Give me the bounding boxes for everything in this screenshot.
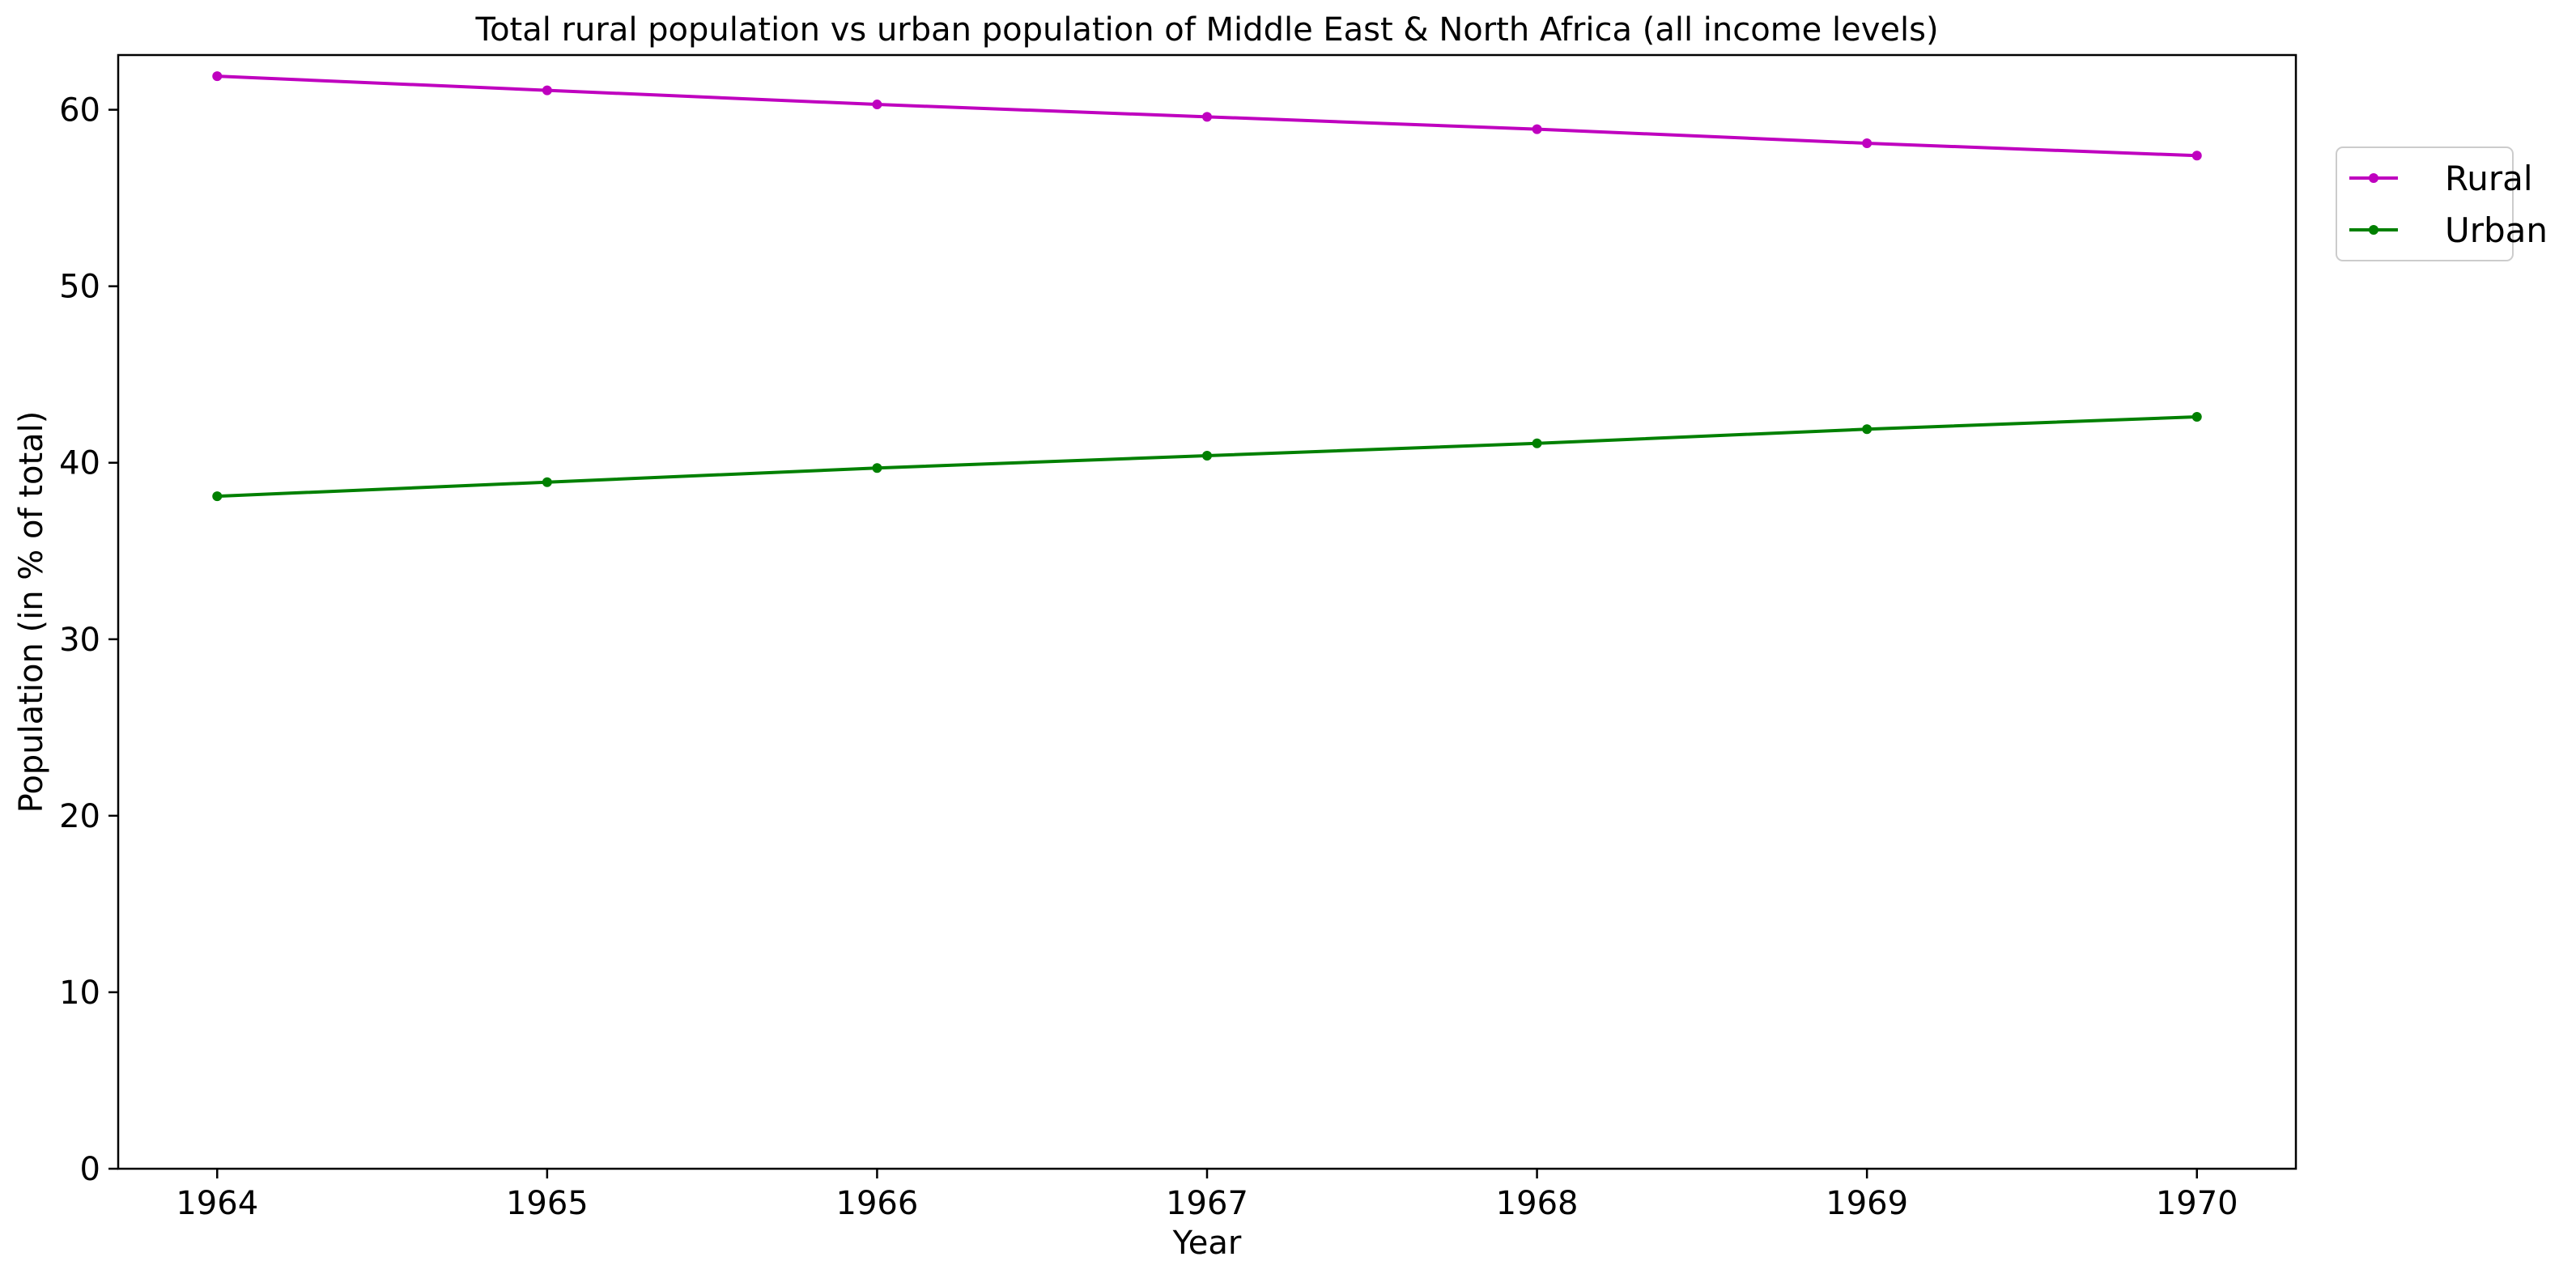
data-point-urban [1202, 451, 1212, 461]
y-tick-label: 0 [80, 1151, 100, 1188]
y-axis-ticks: 0 10 20 30 40 50 60 [59, 92, 118, 1188]
y-tick-label: 50 [59, 269, 100, 306]
legend-marker-urban [2369, 225, 2378, 235]
legend-frame [2336, 146, 2514, 261]
x-tick-label: 1965 [506, 1185, 589, 1222]
data-point-rural [1532, 124, 1542, 134]
data-point-rural [212, 71, 223, 82]
data-point-urban [212, 491, 223, 502]
x-tick-label: 1969 [1826, 1185, 1908, 1222]
data-point-rural [2191, 151, 2202, 161]
legend-marker-rural [2369, 173, 2378, 183]
y-tick-label: 60 [59, 92, 100, 129]
data-point-rural [1862, 138, 1872, 149]
y-tick-label: 10 [59, 974, 100, 1012]
x-tick-label: 1970 [2156, 1185, 2238, 1222]
data-point-urban [2191, 412, 2202, 422]
series-layer [212, 71, 2202, 502]
x-tick-label: 1964 [176, 1185, 258, 1222]
data-point-urban [1862, 424, 1872, 435]
legend-label-urban: Urban [2445, 210, 2548, 250]
x-tick-label: 1966 [836, 1185, 919, 1222]
y-tick-label: 30 [59, 622, 100, 659]
data-point-urban [542, 477, 552, 487]
y-tick-label: 20 [59, 798, 100, 835]
data-point-urban [872, 463, 882, 473]
x-tick-label: 1967 [1166, 1185, 1248, 1222]
x-axis-ticks: 1964 1965 1966 1967 1968 1969 1970 [176, 1169, 2238, 1222]
chart-title: Total rural population vs urban populati… [474, 11, 1938, 49]
data-point-rural [872, 100, 882, 110]
legend: Rural Urban [2336, 146, 2548, 261]
x-axis-label: Year [1172, 1225, 1242, 1262]
y-tick-label: 40 [59, 445, 100, 482]
data-point-urban [1532, 438, 1542, 448]
y-axis-label: Population (in % of total) [13, 411, 50, 813]
data-point-rural [1202, 112, 1212, 122]
legend-label-rural: Rural [2445, 159, 2533, 198]
x-tick-label: 1968 [1496, 1185, 1579, 1222]
data-point-rural [542, 85, 552, 96]
